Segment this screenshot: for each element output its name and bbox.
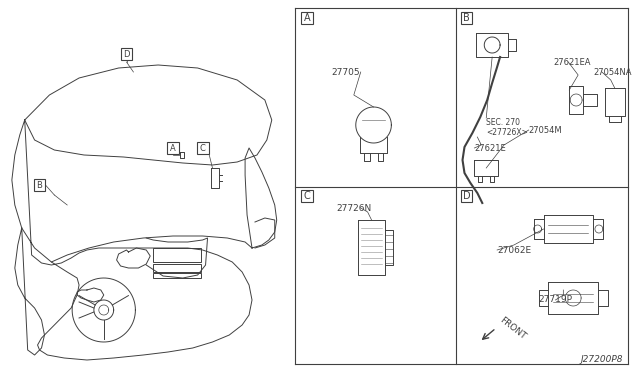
Text: D: D xyxy=(463,191,470,201)
Text: 27062E: 27062E xyxy=(497,246,531,254)
Text: 27054NA: 27054NA xyxy=(593,67,632,77)
FancyBboxPatch shape xyxy=(34,179,45,191)
Bar xyxy=(153,264,200,272)
FancyBboxPatch shape xyxy=(301,12,314,24)
Text: 27726N: 27726N xyxy=(336,203,371,212)
Text: 27054M: 27054M xyxy=(529,125,563,135)
Text: C: C xyxy=(200,144,205,153)
Bar xyxy=(153,273,200,278)
Text: D: D xyxy=(124,49,130,58)
FancyBboxPatch shape xyxy=(196,142,209,154)
Text: B: B xyxy=(36,180,42,189)
Text: C: C xyxy=(304,191,311,201)
Text: B: B xyxy=(463,13,470,23)
Text: A: A xyxy=(170,144,176,153)
Text: 27621E: 27621E xyxy=(474,144,506,153)
FancyBboxPatch shape xyxy=(120,48,132,60)
FancyBboxPatch shape xyxy=(301,190,314,202)
Text: 27719P: 27719P xyxy=(539,295,573,305)
FancyBboxPatch shape xyxy=(167,142,179,154)
FancyBboxPatch shape xyxy=(461,12,472,24)
Text: J27200P8: J27200P8 xyxy=(580,356,623,365)
Text: A: A xyxy=(304,13,310,23)
Text: SEC. 270
<27726X>: SEC. 270 <27726X> xyxy=(486,118,528,137)
FancyBboxPatch shape xyxy=(461,190,472,202)
Text: 27621EA: 27621EA xyxy=(554,58,591,67)
Bar xyxy=(153,248,200,262)
Text: 27705: 27705 xyxy=(331,67,360,77)
Text: FRONT: FRONT xyxy=(498,315,527,341)
